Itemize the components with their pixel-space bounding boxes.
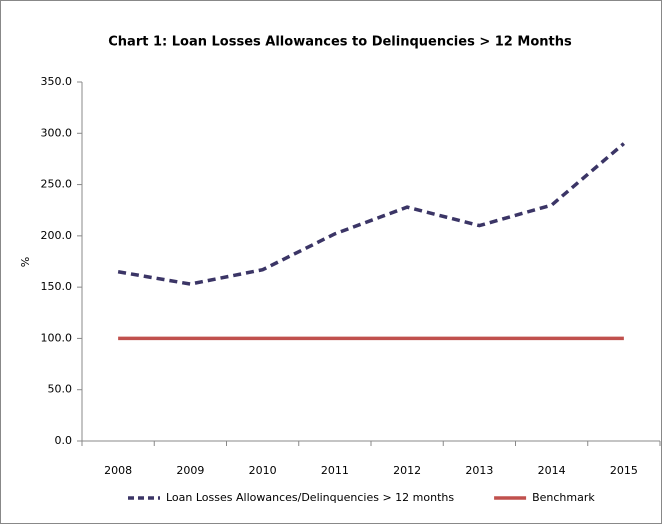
legend-label: Benchmark xyxy=(532,491,595,504)
y-tick-label: 150.0 xyxy=(41,280,73,293)
y-tick-label: 50.0 xyxy=(48,383,73,396)
x-tick-label: 2015 xyxy=(610,464,638,477)
y-tick-label: 0.0 xyxy=(55,434,73,447)
x-tick-label: 2012 xyxy=(393,464,421,477)
y-tick-label: 350.0 xyxy=(41,75,73,88)
x-tick-label: 2011 xyxy=(321,464,349,477)
y-tick-label: 200.0 xyxy=(41,229,73,242)
x-tick-label: 2008 xyxy=(104,464,132,477)
legend-label: Loan Losses Allowances/Delinquencies > 1… xyxy=(166,491,454,504)
x-tick-label: 2014 xyxy=(538,464,566,477)
series-line xyxy=(117,142,626,286)
chart-title: Chart 1: Loan Losses Allowances to Delin… xyxy=(108,35,572,50)
x-tick-label: 2010 xyxy=(249,464,277,477)
x-tick-label: 2009 xyxy=(176,464,204,477)
y-tick-label: 300.0 xyxy=(41,126,73,139)
x-tick-label: 2013 xyxy=(465,464,493,477)
y-tick-label: 100.0 xyxy=(41,331,73,344)
y-tick-label: 250.0 xyxy=(41,178,73,191)
y-axis-label: % xyxy=(19,257,32,267)
